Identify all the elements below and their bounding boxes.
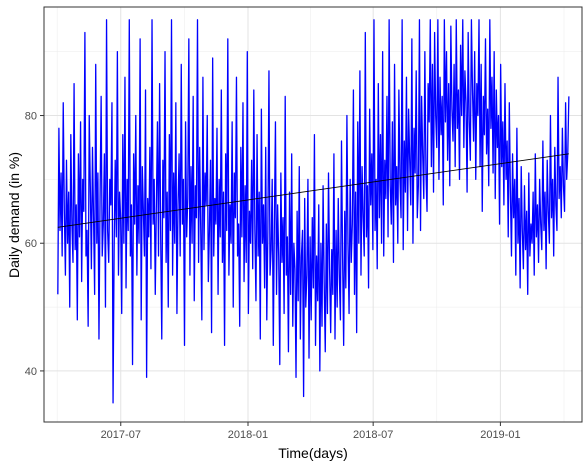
- y-tick-label: 80: [25, 111, 37, 123]
- x-tick-label: 2019-01: [480, 429, 520, 441]
- x-tick-label: 2018-07: [353, 429, 393, 441]
- y-tick-label: 40: [25, 366, 37, 378]
- x-axis-title: Time(days): [278, 445, 348, 461]
- axes: 2017-07 2018-01 2018-07 2019-01 40 60 80: [25, 111, 521, 441]
- x-tick-label: 2017-07: [101, 429, 141, 441]
- demand-series-line: [57, 19, 570, 404]
- x-tick-label: 2018-01: [228, 429, 268, 441]
- series-layer: [57, 19, 570, 404]
- plot-border: [43, 6, 583, 423]
- y-axis-title: Daily demand (in %): [6, 152, 22, 278]
- trend-line: [57, 153, 569, 228]
- y-tick-label: 60: [25, 238, 37, 250]
